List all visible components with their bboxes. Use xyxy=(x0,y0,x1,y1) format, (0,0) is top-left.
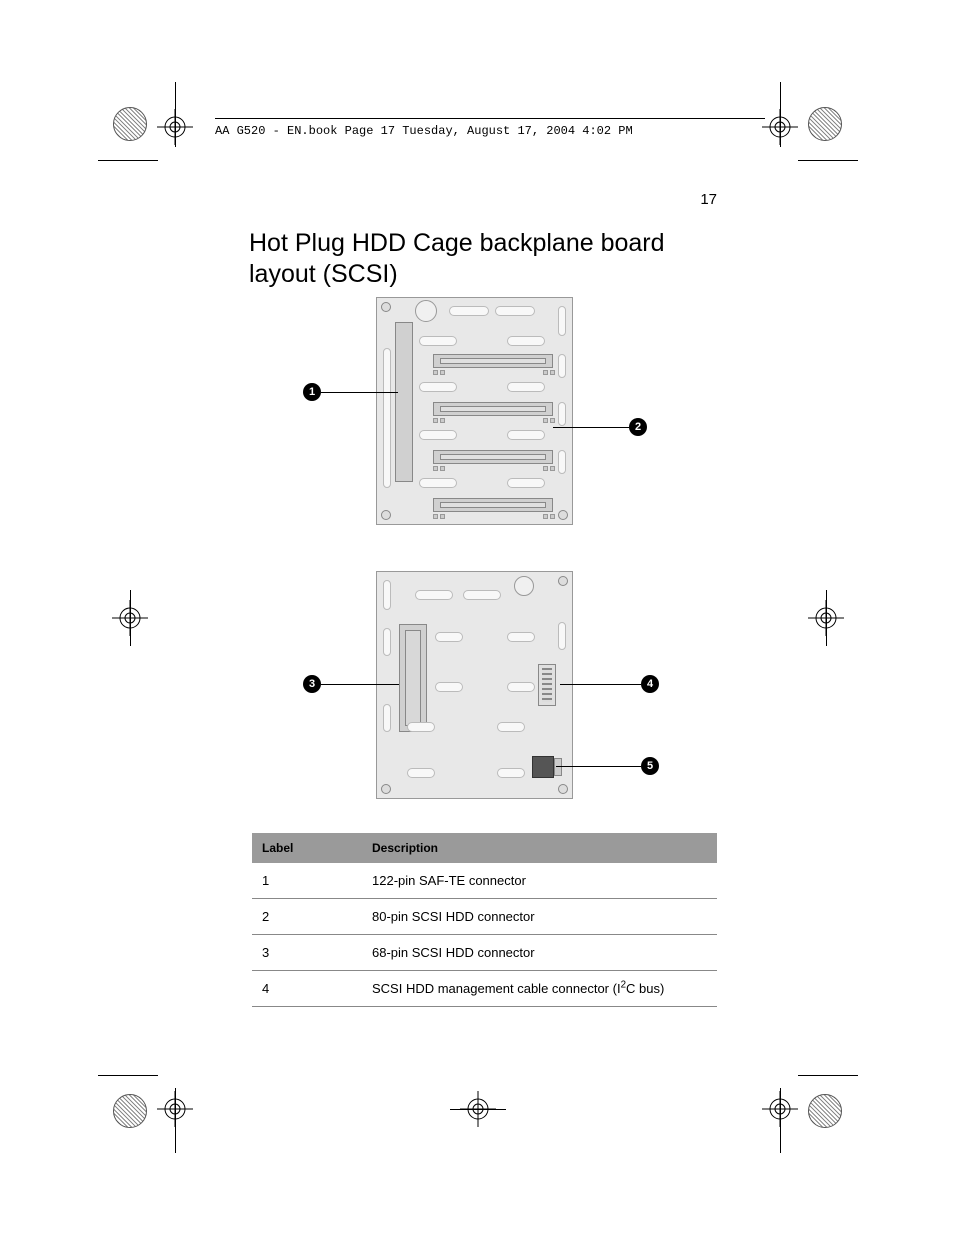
table-cell-description: SCSI HDD management cable connector (I2C… xyxy=(362,971,717,1007)
table-row: 2 80-pin SCSI HDD connector xyxy=(252,899,717,935)
hatch-circle-bl xyxy=(113,1094,147,1128)
table-cell-description: 80-pin SCSI HDD connector xyxy=(362,899,717,935)
scsi-80pin-connector xyxy=(433,402,553,416)
crop-line xyxy=(130,590,131,646)
hatch-circle-tl xyxy=(113,107,147,141)
scsi-80pin-connector xyxy=(433,354,553,368)
header-text: AA G520 - EN.book Page 17 Tuesday, Augus… xyxy=(215,124,633,138)
table-row: 3 68-pin SCSI HDD connector xyxy=(252,935,717,971)
crop-line xyxy=(450,1109,506,1110)
table-cell-description: 68-pin SCSI HDD connector xyxy=(362,935,717,971)
diagram-bottom xyxy=(376,571,573,799)
callout-5: 5 xyxy=(641,757,659,775)
callout-2: 2 xyxy=(629,418,647,436)
crop-line xyxy=(798,160,858,161)
crop-line xyxy=(98,1075,158,1076)
crop-line xyxy=(798,1075,858,1076)
callout-line xyxy=(553,427,629,428)
table-cell-label: 2 xyxy=(252,899,362,935)
callout-1: 1 xyxy=(303,383,321,401)
header-rule xyxy=(215,118,765,119)
hatch-circle-br xyxy=(808,1094,842,1128)
page-title: Hot Plug HDD Cage backplane board layout… xyxy=(249,228,719,291)
table-header-description: Description xyxy=(362,833,717,863)
callout-line xyxy=(321,684,399,685)
callout-3: 3 xyxy=(303,675,321,693)
crop-line xyxy=(780,82,781,147)
unknown-block-5 xyxy=(532,756,554,778)
table-row: 1 122-pin SAF-TE connector xyxy=(252,863,717,899)
safte-connector xyxy=(395,322,413,482)
table-cell-label: 1 xyxy=(252,863,362,899)
scsi-80pin-connector xyxy=(433,498,553,512)
callout-line xyxy=(321,392,398,393)
table-cell-label: 4 xyxy=(252,971,362,1007)
callout-4: 4 xyxy=(641,675,659,693)
table-cell-description: 122-pin SAF-TE connector xyxy=(362,863,717,899)
crop-line xyxy=(175,1088,176,1153)
diagram-top xyxy=(376,297,573,525)
crop-line xyxy=(175,82,176,147)
callout-line xyxy=(560,684,641,685)
table-cell-label: 3 xyxy=(252,935,362,971)
table-header-label: Label xyxy=(252,833,362,863)
callout-line xyxy=(556,766,641,767)
crop-line xyxy=(98,160,158,161)
page-number: 17 xyxy=(700,191,717,208)
table-header-row: Label Description xyxy=(252,833,717,863)
crop-line xyxy=(780,1088,781,1153)
i2c-connector xyxy=(538,664,556,706)
hatch-circle-tr xyxy=(808,107,842,141)
label-table: Label Description 1 122-pin SAF-TE conne… xyxy=(252,833,717,1007)
table-row: 4 SCSI HDD management cable connector (I… xyxy=(252,971,717,1007)
scsi-80pin-connector xyxy=(433,450,553,464)
crop-line xyxy=(826,590,827,646)
